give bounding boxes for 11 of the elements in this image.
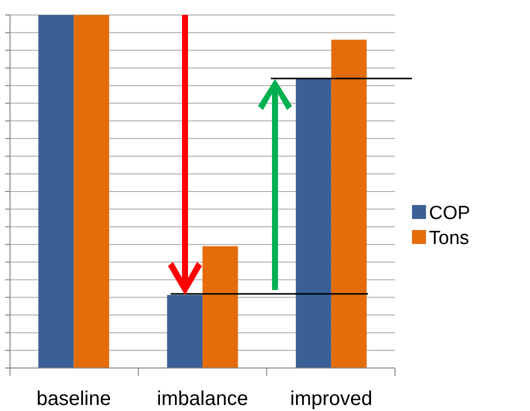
bar bbox=[167, 294, 202, 368]
bar bbox=[38, 15, 74, 368]
bar bbox=[296, 78, 332, 368]
bar bbox=[74, 15, 110, 368]
legend-label: Tons bbox=[429, 228, 470, 249]
x-tick-label: improved bbox=[290, 388, 372, 410]
legend-label: COP bbox=[429, 203, 470, 224]
x-tick-label: baseline bbox=[36, 388, 111, 410]
bar bbox=[202, 246, 238, 368]
x-tick-label: imbalance bbox=[156, 388, 248, 410]
bar bbox=[331, 40, 367, 368]
